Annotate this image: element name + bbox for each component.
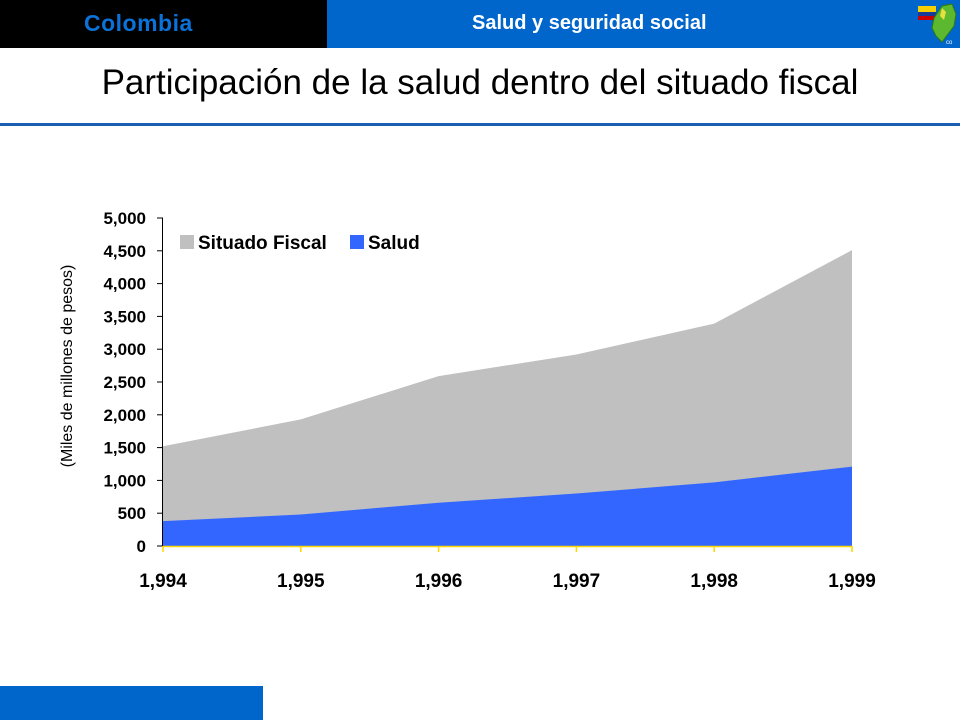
- y-tick-label: 3,500: [103, 307, 146, 326]
- svg-text:co: co: [946, 40, 953, 46]
- chart-legend: Situado Fiscal Salud: [180, 233, 420, 254]
- brand-text: Colombia: [84, 10, 193, 36]
- footer-bar: [0, 686, 263, 720]
- y-axis-label: (Miles de millones de pesos): [59, 265, 76, 468]
- page-title: Participación de la salud dentro del sit…: [101, 63, 859, 102]
- legend-item-situado-fiscal-swatch: [180, 235, 194, 249]
- section-title: Salud y seguridad social: [472, 12, 707, 34]
- legend-item-situado-fiscal-label: Situado Fiscal: [198, 233, 327, 254]
- area-chart: 0 500 1,000 1,500 2,000 2,500 3,000 3,500 4,000 4…: [59, 209, 876, 592]
- y-tick-label: 0: [137, 537, 146, 556]
- x-tick-label: 1,998: [690, 571, 738, 592]
- title-divider: [0, 123, 960, 126]
- x-tick-label: 1,996: [415, 571, 463, 592]
- legend-item-salud-label: Salud: [368, 233, 420, 254]
- x-tick-label: 1,994: [139, 571, 187, 592]
- legend-item-salud-swatch: [350, 235, 364, 249]
- x-tick-label: 1,999: [828, 571, 876, 592]
- y-tick-label: 1,000: [103, 471, 146, 490]
- y-tick-label: 4,500: [103, 242, 146, 261]
- x-tick-label: 1,997: [553, 571, 601, 592]
- y-tick-label: 2,000: [103, 406, 146, 425]
- y-tick-label: 2,500: [103, 373, 146, 392]
- y-tick-label: 1,500: [103, 439, 146, 458]
- series-area-situado-fiscal: [163, 250, 852, 547]
- y-tick-label: 5,000: [103, 209, 146, 228]
- brand-block: Colombia: [0, 0, 327, 48]
- colombia-map-flag-logo-icon: co: [916, 0, 960, 48]
- y-tick-label: 4,000: [103, 275, 146, 294]
- series-area-salud: [163, 466, 852, 546]
- y-tick-label: 3,000: [103, 340, 146, 359]
- x-tick-label: 1,995: [277, 571, 325, 592]
- y-tick-label: 500: [118, 504, 146, 523]
